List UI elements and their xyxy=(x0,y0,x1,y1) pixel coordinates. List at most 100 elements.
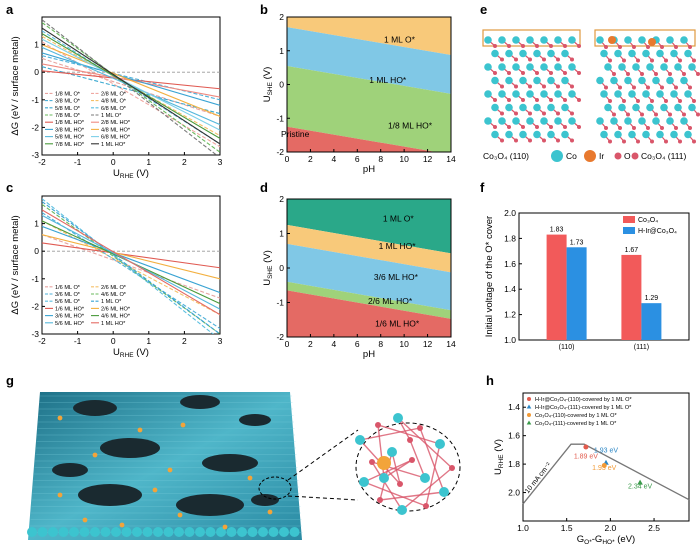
ir-atom xyxy=(608,36,616,44)
co-atom xyxy=(561,49,569,58)
o-atom xyxy=(535,44,539,48)
co-atom xyxy=(512,117,520,125)
legend-entry: H-Ir@Co₃O₄-(111)-covered by 1 ML O* xyxy=(535,405,632,411)
o-atom xyxy=(622,139,626,144)
legend-marker xyxy=(527,397,531,401)
chart-d: 1 ML O* 1 ML HO* 3/6 ML HO* 2/6 ML HO* 1/6 M… xyxy=(262,194,456,360)
legend: 1/6 ML O* 2/6 ML O* 3/6 ML O* 4/6 ML O* 5/6 … xyxy=(45,285,131,327)
series-line xyxy=(42,19,218,155)
surface-render-panel-g xyxy=(27,392,461,540)
o-atom xyxy=(640,72,644,76)
y-tick-label: 0 xyxy=(279,263,284,273)
edge-atom xyxy=(268,527,279,537)
o-atom xyxy=(654,72,658,76)
edge-atom xyxy=(226,527,237,537)
x-tick-label: 12 xyxy=(423,154,433,164)
ir-atom xyxy=(82,517,88,523)
co-atom xyxy=(628,49,636,58)
surface-highlight-110 xyxy=(482,29,581,47)
co-atom xyxy=(624,117,632,125)
o-atom xyxy=(514,57,518,62)
series-line xyxy=(42,203,220,334)
data-point xyxy=(637,479,643,485)
series-line xyxy=(42,212,220,329)
co-atom xyxy=(638,117,646,125)
x-tick-label: 8 xyxy=(378,339,383,349)
o-atom xyxy=(646,45,650,49)
y-tick-label: -1 xyxy=(31,274,39,284)
edge-atom xyxy=(216,527,226,537)
zoom-detail-circle xyxy=(355,422,461,512)
o-atom xyxy=(500,84,504,89)
co-atom xyxy=(652,76,660,85)
o-atom xyxy=(608,99,612,103)
co-atom xyxy=(670,90,678,98)
o-atom xyxy=(636,58,640,63)
edge-atom xyxy=(153,527,163,537)
o-atom xyxy=(507,125,511,129)
edge-atom xyxy=(247,527,258,537)
legend-entry: 4/6 ML O* xyxy=(101,292,127,298)
bond xyxy=(377,424,441,445)
edge-atom xyxy=(58,527,69,537)
bond xyxy=(419,427,445,493)
co-atom xyxy=(397,505,407,515)
region-band xyxy=(287,290,451,337)
series-line xyxy=(42,66,220,115)
o-atom xyxy=(514,111,518,116)
o-atom xyxy=(397,481,403,487)
point-value-label: 1.93 eV xyxy=(592,465,616,472)
x-tick-label: 14 xyxy=(446,154,456,164)
x-axis-label: URHE (V) xyxy=(113,168,149,180)
o-atom xyxy=(521,71,525,75)
co-atom xyxy=(688,63,696,71)
surface-pit xyxy=(100,438,160,458)
x-tick-label: 6 xyxy=(355,154,360,164)
o-atom xyxy=(493,98,497,102)
co-atom xyxy=(604,63,612,71)
o-atom xyxy=(514,84,518,89)
series-line xyxy=(42,201,220,334)
category-label: (110) xyxy=(559,344,575,351)
structure-legend: Co₃O₄ (110) Co Ir O Co₃O₄ (111) xyxy=(483,150,687,162)
o-atom xyxy=(556,138,560,143)
category-label: (111) xyxy=(634,344,649,351)
o-atom xyxy=(500,111,504,116)
o-atom xyxy=(696,112,700,117)
o-atom xyxy=(622,58,626,63)
surface-pit xyxy=(180,395,220,409)
co-atom xyxy=(491,76,499,85)
region-band xyxy=(287,199,451,254)
co-atom xyxy=(554,117,562,125)
x-tick-label: 2.0 xyxy=(604,523,616,533)
y-tick-label: -2 xyxy=(31,122,39,132)
ir-atom xyxy=(137,427,143,433)
co-atom xyxy=(638,36,646,44)
co-atom xyxy=(420,473,430,483)
o-atom xyxy=(409,457,415,463)
ir-atom xyxy=(167,467,173,473)
co-atom xyxy=(533,103,541,112)
legend: 1/8 ML O* 2/8 ML O* 3/8 ML O* 4/8 ML O* 5/8 … xyxy=(45,91,131,148)
o-atom xyxy=(612,112,616,117)
o-atom xyxy=(646,85,650,90)
legend-entry: 1 ML HO* xyxy=(101,321,126,327)
plot-frame xyxy=(522,392,690,522)
legend-entry: 3/6 ML O* xyxy=(55,292,81,298)
o-atom xyxy=(493,71,497,75)
o-atom xyxy=(692,58,696,63)
co-atom xyxy=(498,117,506,125)
o-atom xyxy=(618,45,622,49)
co-atom xyxy=(568,90,576,98)
edge-atom xyxy=(289,527,300,537)
region-band xyxy=(287,27,451,94)
legend-entry: 2/8 ML O* xyxy=(101,91,127,97)
o-atom xyxy=(377,497,383,503)
co-atom xyxy=(568,63,576,71)
y-tick-label: 1.4 xyxy=(504,284,516,294)
data-point xyxy=(601,463,607,469)
co-atom xyxy=(674,63,682,71)
o-atom xyxy=(632,45,636,49)
legend-entry: 6/8 ML HO* xyxy=(101,135,131,141)
